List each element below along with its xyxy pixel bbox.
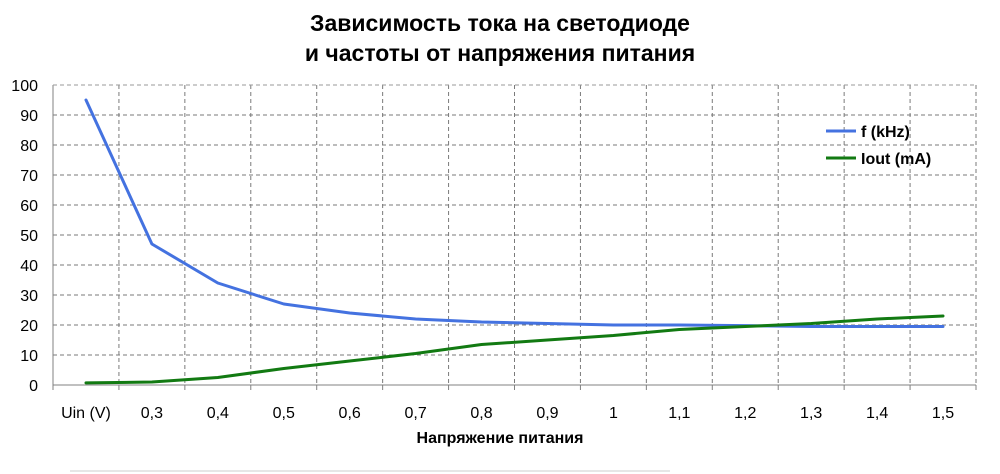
y-tick-label: 100 bbox=[11, 78, 38, 95]
y-tick-label: 0 bbox=[29, 378, 38, 395]
y-tick-label: 50 bbox=[20, 228, 38, 245]
y-tick-label: 30 bbox=[20, 288, 38, 305]
legend-label: Iout (mA) bbox=[861, 151, 931, 168]
y-tick-label: 40 bbox=[20, 258, 38, 275]
x-tick-label: 1,5 bbox=[932, 405, 954, 422]
x-tick-label: 0,9 bbox=[536, 405, 558, 422]
x-tick-label: 0,8 bbox=[470, 405, 492, 422]
chart-title-line-2: и частоты от напряжения питания bbox=[304, 40, 696, 66]
series-line-frequency bbox=[84, 98, 945, 328]
x-tick-label: 0,4 bbox=[207, 405, 229, 422]
x-tick-label: 1,1 bbox=[668, 405, 690, 422]
x-tick-label: 1 bbox=[609, 405, 618, 422]
x-axis-label: Напряжение питания bbox=[416, 430, 584, 447]
x-tick-label: 1,3 bbox=[800, 405, 822, 422]
x-tick-label: 0,3 bbox=[141, 405, 163, 422]
x-tick-label: 1,4 bbox=[866, 405, 888, 422]
x-tick-label: 1,2 bbox=[734, 405, 756, 422]
y-tick-label: 90 bbox=[20, 108, 38, 125]
x-tick-label: 0,6 bbox=[339, 405, 361, 422]
series-line-current bbox=[84, 314, 945, 385]
y-tick-label: 80 bbox=[20, 138, 38, 155]
legend-label: f (kHz) bbox=[861, 124, 910, 141]
y-tick-label: 60 bbox=[20, 198, 38, 215]
y-tick-label: 10 bbox=[20, 348, 38, 365]
y-tick-label: 70 bbox=[20, 168, 38, 185]
chart-title: Зависимость тока на светодиоде и частоты… bbox=[0, 8, 1000, 68]
x-tick-label: 0,5 bbox=[273, 405, 295, 422]
chart-title-line-1: Зависимость тока на светодиоде bbox=[310, 10, 690, 36]
x-tick-label: 0,7 bbox=[404, 405, 426, 422]
y-tick-label: 20 bbox=[20, 318, 38, 335]
divider bbox=[70, 470, 670, 472]
x-tick-label: Uin (V) bbox=[61, 405, 111, 422]
